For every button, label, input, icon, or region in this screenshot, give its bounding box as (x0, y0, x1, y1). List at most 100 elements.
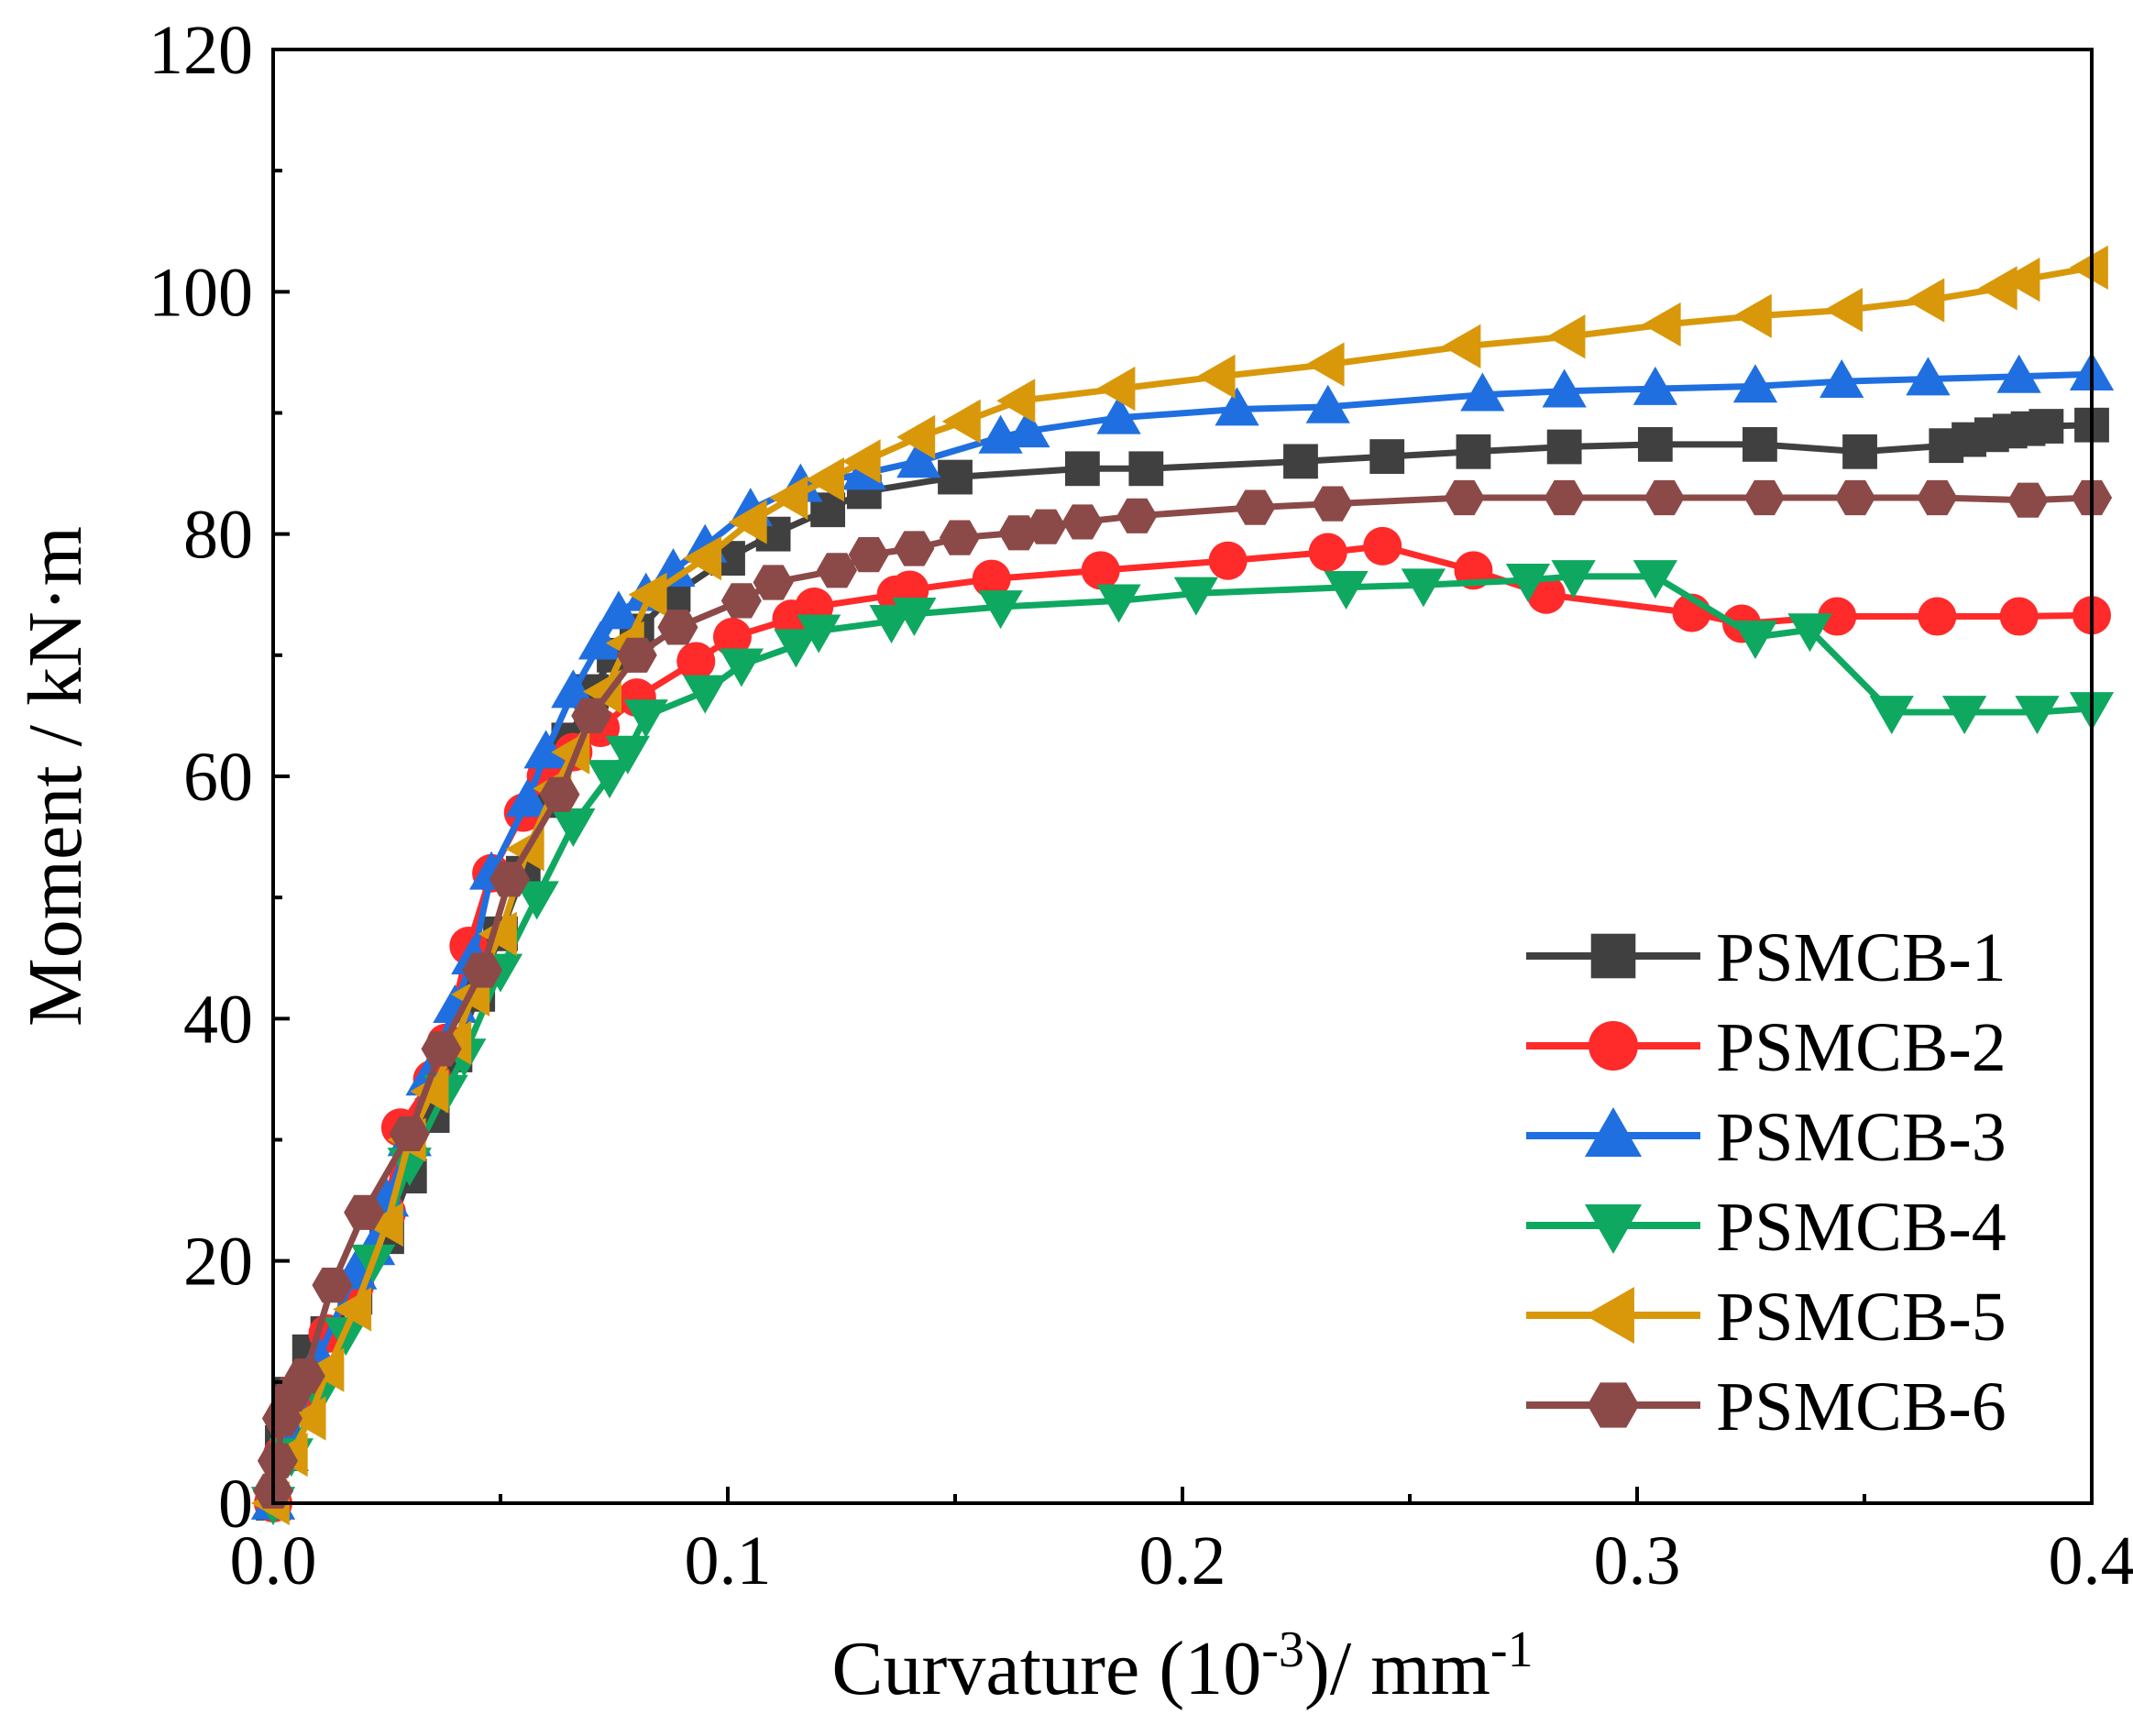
data-point (1633, 560, 1677, 599)
data-point (1208, 541, 1248, 580)
legend-item: PSMCB-6 (1526, 1368, 2007, 1445)
data-point (1128, 451, 1164, 487)
data-point (1460, 372, 1505, 412)
data-point (712, 618, 752, 657)
data-point (312, 1268, 353, 1303)
data-point (941, 399, 981, 444)
legend-item: PSMCB-5 (1526, 1279, 2007, 1356)
y-tick-label: 20 (183, 1224, 253, 1301)
data-point (1096, 366, 1136, 412)
data-point (1743, 426, 1777, 462)
data-point (628, 572, 667, 617)
data-point (1869, 696, 1914, 735)
data-point (1401, 568, 1446, 608)
legend-label: PSMCB-2 (1716, 1009, 2007, 1086)
data-point (2069, 245, 2108, 291)
data-point (577, 621, 623, 660)
data-point (769, 475, 808, 521)
legend-item: PSMCB-2 (1526, 1009, 2007, 1086)
data-point (1551, 560, 1596, 599)
data-point (1633, 366, 1677, 405)
data-point (1820, 358, 1864, 398)
data-point (848, 537, 889, 573)
data-point (284, 1358, 325, 1394)
legend-marker (1587, 1382, 1640, 1428)
legend: PSMCB-1 PSMCB-2 PSMCB-3 PSMCB-4 PSMCB-5 PSMCB… (1526, 919, 2007, 1445)
data-point (978, 590, 1023, 630)
legend-marker (1589, 1021, 1638, 1071)
data-point (939, 520, 980, 555)
data-point (1978, 266, 2018, 311)
data-point (1999, 597, 2039, 636)
legend-label: PSMCB-3 (1716, 1099, 2007, 1176)
legend-marker (1584, 1204, 1643, 1255)
data-point (1305, 342, 1345, 387)
data-point (1835, 479, 1876, 516)
data-point (1732, 293, 1772, 338)
data-point (462, 952, 503, 988)
data-point (523, 730, 568, 769)
y-tick-label: 80 (183, 497, 253, 574)
data-point (1906, 278, 1945, 323)
data-point (996, 379, 1036, 423)
data-point (1026, 509, 1067, 544)
data-point (539, 776, 580, 812)
data-point (1918, 597, 1957, 636)
data-point (1642, 302, 1681, 347)
data-point (683, 675, 728, 714)
data-point (1546, 314, 1586, 359)
data-point (1235, 489, 1276, 525)
data-point (287, 1396, 326, 1441)
data-point (587, 760, 632, 799)
data-point (657, 610, 698, 645)
data-point (2015, 696, 2060, 735)
data-point (305, 1347, 345, 1392)
data-point (257, 1443, 298, 1478)
plot-area (250, 245, 2115, 1526)
data-point (1743, 479, 1785, 516)
data-point (1283, 444, 1318, 479)
data-point (551, 808, 596, 848)
data-point (1637, 426, 1673, 462)
data-point (1096, 395, 1141, 434)
data-point (1312, 486, 1353, 522)
data-point (841, 439, 881, 484)
data-point (1542, 368, 1587, 408)
y-tick-label: 40 (183, 981, 253, 1058)
y-axis-title: Moment / kN·m (13, 526, 98, 1027)
y-axis: 0 20 40 60 80 100 120 (148, 12, 290, 1543)
data-point (676, 642, 716, 681)
data-point (817, 553, 858, 588)
data-point (1824, 288, 1864, 333)
data-point (2029, 409, 2064, 444)
data-point (605, 735, 651, 775)
data-point (896, 414, 936, 460)
data-point (1369, 439, 1405, 474)
data-point (774, 629, 819, 668)
data-point (616, 637, 657, 673)
legend-marker (1584, 1106, 1643, 1157)
data-point (972, 559, 1011, 599)
data-point (344, 1194, 385, 1230)
data-point (596, 590, 642, 630)
data-point (1305, 384, 1350, 423)
data-point (1363, 526, 1402, 566)
data-point (421, 1031, 462, 1067)
data-point (1546, 429, 1582, 465)
data-point (571, 698, 612, 733)
data-point (1996, 354, 2041, 393)
data-point (582, 669, 621, 714)
data-point (1444, 479, 1485, 516)
data-point (410, 1069, 449, 1114)
legend-marker (1590, 933, 1636, 979)
legend-item: PSMCB-1 (1526, 919, 2007, 996)
data-point (892, 598, 937, 637)
data-point (1324, 570, 1369, 610)
legend-label: PSMCB-4 (1716, 1189, 2007, 1266)
data-point (1064, 451, 1100, 487)
legend-marker (1584, 1286, 1634, 1345)
legend-item: PSMCB-4 (1526, 1189, 2007, 1266)
series-psmcb-6 (252, 479, 2113, 1509)
data-point (1096, 584, 1141, 623)
